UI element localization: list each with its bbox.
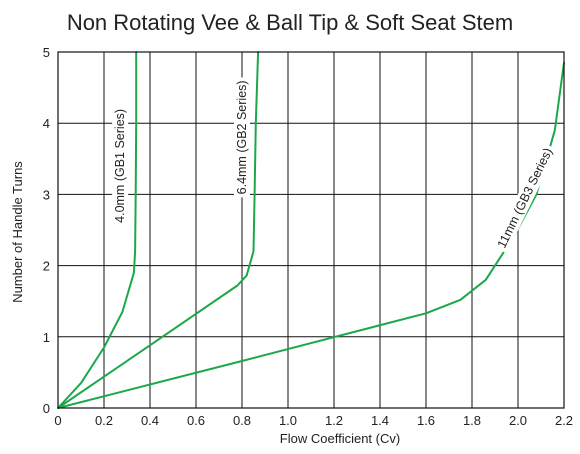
- y-tick-label: 2: [43, 259, 50, 274]
- x-tick-label: 0.4: [141, 413, 159, 428]
- series-label-text: 4.0mm (GB1 Series): [113, 109, 127, 223]
- series-labels: 4.0mm (GB1 Series) 6.4mm (GB2 Series) 11mm…: [112, 77, 558, 254]
- y-axis-label: Number of Handle Turns: [10, 161, 25, 303]
- y-tick-labels: 0 1 2 3 4 5: [43, 45, 50, 416]
- x-tick-label: 1.4: [371, 413, 389, 428]
- x-tick-label: 0.6: [187, 413, 205, 428]
- x-axis-label: Flow Coefficient (Cv): [280, 431, 400, 446]
- x-tick-label: 1.2: [325, 413, 343, 428]
- series-label-background: [492, 142, 558, 254]
- y-tick-label: 3: [43, 187, 50, 202]
- chart-title: Non Rotating Vee & Ball Tip & Soft Seat …: [67, 10, 513, 35]
- series-label-background: [234, 77, 250, 198]
- x-tick-label: 0.8: [233, 413, 251, 428]
- plot-frame: [57, 51, 565, 409]
- x-tick-label: 2.0: [509, 413, 527, 428]
- series-line-2: [57, 51, 260, 409]
- x-tick-label: 1.0: [279, 413, 297, 428]
- series-label-2: 6.4mm (GB2 Series): [234, 77, 250, 198]
- series-label-text: 11mm (GB3 Series): [495, 146, 556, 251]
- series-label-1: 4.0mm (GB1 Series): [112, 105, 129, 226]
- series-line-1: [57, 51, 138, 409]
- grid: [58, 52, 564, 408]
- x-tick-label: 2.2: [555, 413, 573, 428]
- y-tick-label: 5: [43, 45, 50, 60]
- y-tick-label: 0: [43, 401, 50, 416]
- series-label-text: 6.4mm (GB2 Series): [235, 80, 249, 194]
- series-label-3: 11mm (GB3 Series): [492, 142, 558, 254]
- data-series: [57, 51, 565, 409]
- x-tick-label: 1.6: [417, 413, 435, 428]
- x-tick-label: 0: [54, 413, 61, 428]
- series-label-background: [112, 105, 129, 226]
- y-tick-label: 1: [43, 330, 50, 345]
- x-tick-label: 0.2: [95, 413, 113, 428]
- y-tick-label: 4: [43, 116, 50, 131]
- x-tick-labels: 0 0.2 0.4 0.6 0.8 1.0 1.2 1.4 1.6 1.8 2.0 2.2: [54, 413, 573, 428]
- x-tick-label: 1.8: [463, 413, 481, 428]
